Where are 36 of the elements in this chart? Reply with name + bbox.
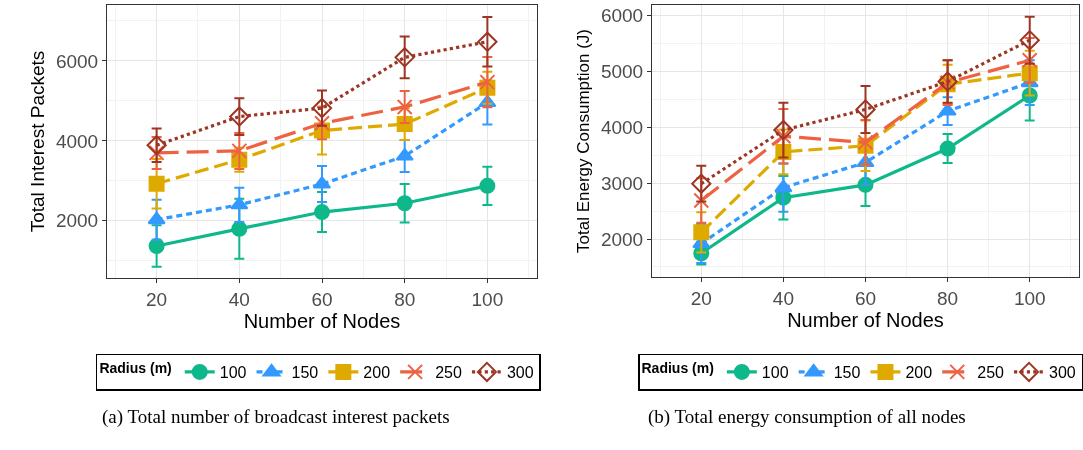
legend-label: 250 xyxy=(977,364,1005,382)
x-tick-label: 60 xyxy=(311,288,333,310)
y-tick-label: 6000 xyxy=(600,5,644,27)
legend-label: 200 xyxy=(905,364,933,382)
x-tick-label: 20 xyxy=(690,287,712,309)
y-tick-label: 2000 xyxy=(55,210,99,232)
legend-label: 300 xyxy=(506,364,534,382)
legend-label: 100 xyxy=(219,364,247,382)
x-axis-title: Number of Nodes xyxy=(243,309,401,332)
legend-label: 100 xyxy=(761,364,789,382)
legend-label: 250 xyxy=(435,364,462,382)
y-tick-label: 2000 xyxy=(600,228,644,250)
x-tick-label: 40 xyxy=(772,287,794,309)
x-tick-label: 60 xyxy=(854,287,877,309)
x-tick-label: 20 xyxy=(146,288,168,310)
y-tick-label: 4000 xyxy=(55,130,99,152)
y-tick-label: 5000 xyxy=(600,61,644,83)
y-axis-title: Total Interest Packets xyxy=(26,50,48,233)
x-tick-label: 80 xyxy=(937,287,959,309)
text: (b) Total energy consumption of all nodes xyxy=(648,406,966,428)
legend-title: Radius (m) xyxy=(641,360,714,377)
legend-label: 300 xyxy=(1049,364,1076,382)
legend-label: 150 xyxy=(833,364,861,382)
legend-label: 150 xyxy=(291,364,319,382)
legend-title: Radius (m) xyxy=(99,360,172,377)
x-tick-label: 100 xyxy=(1013,287,1046,309)
legend-label: 200 xyxy=(363,364,391,382)
y-tick-label: 4000 xyxy=(600,116,644,138)
x-tick-label: 40 xyxy=(228,288,250,310)
x-tick-label: 100 xyxy=(471,288,504,310)
y-tick-label: 3000 xyxy=(600,172,644,194)
text: (a) Total number of broadcast interest packets xyxy=(102,406,450,428)
x-axis-title: Number of Nodes xyxy=(787,308,944,331)
x-tick-label: 80 xyxy=(394,288,416,310)
y-tick-label: 6000 xyxy=(55,50,99,72)
y-axis-title: Total Energy Consumption (J) xyxy=(574,29,594,253)
